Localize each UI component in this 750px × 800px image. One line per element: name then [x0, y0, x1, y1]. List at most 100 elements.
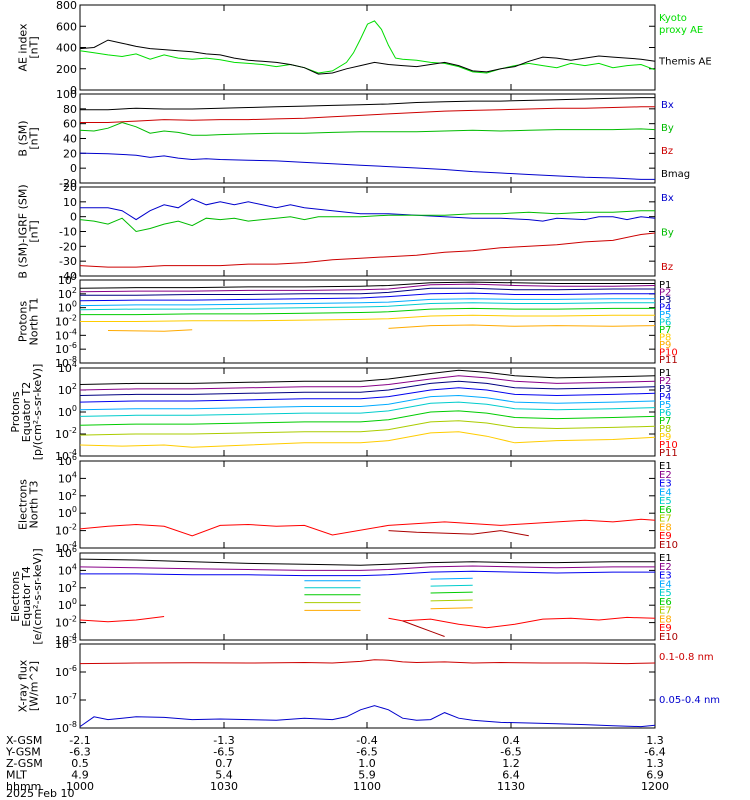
y-tick-label: 102 — [58, 382, 77, 397]
legend-p9: P9 — [659, 432, 671, 443]
legend-p4: P4 — [659, 303, 671, 314]
panel-frame — [79, 552, 656, 641]
ephemeris-value: -6.5 — [213, 746, 234, 759]
y-tick-label: 80 — [63, 103, 77, 116]
legend-bx: Bx — [661, 100, 674, 111]
series-line-p3 — [80, 287, 655, 296]
legend-e6: E6 — [659, 505, 672, 516]
y-axis-label: Electrons — [17, 479, 30, 530]
ephemeris-value: -6.4 — [644, 746, 665, 759]
ephemeris-row-label: X-GSM — [6, 734, 42, 747]
series-line-p9 — [107, 329, 193, 332]
y-tick-label: 102 — [58, 488, 77, 503]
ephemeris-value: 6.9 — [646, 769, 664, 782]
legend-e2: E2 — [659, 562, 672, 573]
y-tick-label: -20 — [59, 177, 77, 190]
y-tick-label: 10-6 — [55, 664, 77, 679]
series-line-e7 — [430, 599, 473, 602]
y-axis-label: B (SM)-IGRF (SM) — [17, 184, 30, 278]
legend-e8: E8 — [659, 522, 672, 533]
ephemeris-value: -6.5 — [356, 746, 377, 759]
legend-p7: P7 — [659, 325, 671, 336]
series-line-e6 — [430, 591, 473, 594]
legend-kyoto-proxy-ae: Kyoto — [659, 13, 687, 24]
y-tick-label: 104 — [58, 470, 77, 485]
ephemeris-value: 1.0 — [358, 757, 376, 770]
y-axis-label: Equator T4 — [20, 566, 33, 626]
y-tick-label: 10 — [63, 196, 77, 209]
series-line-bx — [79, 152, 655, 180]
series-line-p6 — [79, 401, 656, 417]
y-tick-label: 20 — [63, 147, 77, 160]
legend-e2: E2 — [659, 470, 672, 481]
series-line-e10 — [402, 620, 445, 637]
y-tick-label: 10-2 — [55, 523, 77, 538]
y-tick-label: 10-2 — [55, 314, 77, 329]
y-tick-label: -30 — [59, 255, 77, 268]
series-line-p7 — [79, 410, 656, 426]
series-line-by — [79, 210, 655, 233]
y-tick-label: 600 — [56, 20, 77, 33]
legend-p6: P6 — [659, 318, 671, 329]
ephemeris-value: -6.5 — [500, 746, 521, 759]
legend-p3: P3 — [659, 295, 671, 306]
y-tick-label: 100 — [58, 300, 77, 315]
ephemeris-value: 0.5 — [71, 757, 89, 770]
series-line-kyoto-proxy-ae — [79, 20, 656, 74]
series-line-p1 — [79, 281, 655, 289]
legend-p11: P11 — [659, 448, 678, 459]
series-line-p1 — [79, 369, 656, 385]
legend-p5: P5 — [659, 310, 671, 321]
ephemeris-value: 1130 — [497, 780, 525, 793]
y-tick-label: 10-4 — [55, 632, 77, 647]
ephemeris-value: -6.3 — [69, 746, 90, 759]
y-axis-label: North T3 — [28, 481, 41, 529]
legend-e5: E5 — [659, 588, 672, 599]
y-tick-label: 106 — [58, 453, 77, 468]
series-line-by — [79, 121, 656, 136]
y-tick-label: 100 — [56, 88, 77, 101]
legend-by: By — [661, 123, 674, 134]
series-line-e2 — [79, 565, 655, 571]
series-line-p7 — [80, 307, 655, 316]
y-tick-label: -20 — [59, 240, 77, 253]
ephemeris-value: 6.4 — [502, 769, 520, 782]
series-line-bz — [79, 232, 656, 268]
series-line-e3 — [80, 570, 655, 577]
y-axis-label: AE index — [17, 23, 30, 72]
legend-p10: P10 — [659, 440, 678, 451]
legend-e5: E5 — [659, 496, 672, 507]
series-line-e9 — [79, 518, 656, 537]
series-line-0-05-0-4-nm — [79, 705, 656, 728]
panel-frame — [79, 93, 656, 184]
y-tick-label: 10-8 — [55, 720, 77, 735]
y-tick-label: 102 — [58, 286, 77, 301]
ephemeris-value: 0.4 — [502, 734, 520, 747]
y-tick-label: 0 — [70, 211, 77, 224]
y-axis-label: B (SM) — [17, 120, 30, 156]
ephemeris-value: -0.4 — [356, 734, 377, 747]
y-axis-label: [nT] — [28, 36, 41, 58]
legend-e7: E7 — [659, 514, 672, 525]
ephemeris-row-label: MLT — [6, 769, 27, 782]
y-tick-label: 104 — [58, 272, 77, 287]
y-tick-label: 10-7 — [55, 692, 77, 707]
legend-bz: Bz — [661, 262, 673, 273]
legend-p2: P2 — [659, 376, 671, 387]
series-line-p5 — [79, 298, 655, 307]
y-tick-label: 10-4 — [55, 540, 77, 555]
series-line-p5 — [79, 394, 656, 411]
series-line-e4 — [430, 577, 473, 580]
ephemeris-value: 1030 — [210, 780, 238, 793]
legend-e3: E3 — [659, 571, 672, 582]
series-line-p4 — [79, 387, 656, 403]
legend-e3: E3 — [659, 479, 672, 490]
ephemeris-value: 1.2 — [502, 757, 520, 770]
y-axis-label: Equator T2 — [20, 382, 33, 442]
ephemeris-value: 5.4 — [215, 769, 233, 782]
y-tick-label: 102 — [58, 580, 77, 595]
